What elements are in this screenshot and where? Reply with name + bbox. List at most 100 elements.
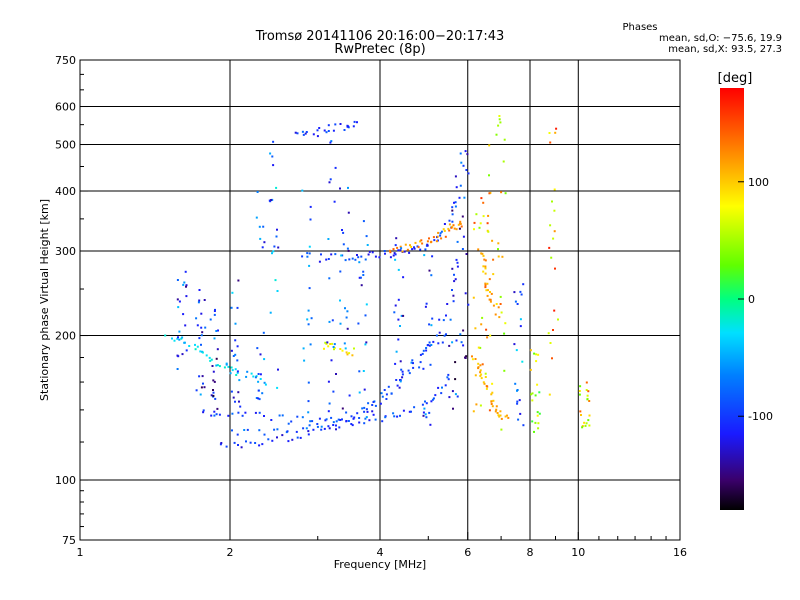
echo-point (499, 295, 502, 298)
echo-point (521, 360, 524, 363)
echo-point (482, 265, 485, 268)
echo-point (454, 361, 457, 364)
echo-point (327, 345, 330, 348)
echo-point (323, 129, 326, 132)
echo-point (475, 213, 478, 216)
echo-point (309, 343, 312, 346)
echo-point (519, 325, 522, 328)
echo-point (327, 258, 330, 260)
echo-point (332, 421, 335, 424)
echo-point (341, 407, 344, 410)
echo-point (585, 422, 588, 425)
echo-point (272, 164, 275, 167)
echo-point (198, 299, 201, 302)
echo-point (201, 375, 204, 378)
echo-point (335, 424, 337, 427)
echo-point (530, 393, 533, 396)
echo-point (462, 164, 465, 167)
echo-point (479, 371, 482, 374)
echo-point (534, 394, 537, 397)
echo-point (231, 369, 234, 372)
echo-point (455, 339, 458, 342)
echo-point (425, 347, 428, 349)
echo-point (419, 248, 422, 251)
echo-point (339, 187, 341, 190)
echo-point (551, 357, 553, 360)
echo-point (213, 380, 216, 383)
echo-point (255, 216, 258, 219)
chart-subtitle: RwPretec (8p) (334, 42, 425, 57)
echo-point (306, 255, 309, 258)
echo-point (428, 411, 431, 414)
echo-point (263, 358, 266, 361)
echo-point (194, 348, 197, 351)
echo-point (459, 152, 462, 155)
echo-point (308, 264, 311, 267)
echo-point (459, 333, 462, 336)
echo-point (474, 327, 477, 330)
echo-point (420, 239, 423, 242)
echo-point (246, 428, 249, 431)
echo-point (485, 387, 488, 390)
echo-point (254, 376, 257, 379)
echo-point (254, 442, 257, 444)
echo-point (256, 191, 259, 193)
echo-point (447, 227, 450, 230)
echo-point (447, 373, 450, 376)
echo-point (490, 400, 493, 403)
x-tick-label: 6 (464, 546, 471, 559)
echo-point (341, 229, 343, 231)
echo-point (587, 390, 590, 393)
echo-point (384, 416, 387, 419)
echo-point (480, 377, 483, 380)
echo-point (301, 130, 304, 133)
echo-point (366, 244, 369, 246)
echo-point (442, 319, 445, 322)
echo-point (199, 393, 202, 396)
colorbar-label: [deg] (718, 71, 753, 86)
echo-point (502, 160, 505, 163)
echo-point (230, 306, 233, 309)
echo-point (588, 424, 591, 427)
colorbar-ticks: 100 0 -100 (738, 176, 773, 423)
echo-point (312, 133, 315, 136)
echo-point (259, 237, 262, 240)
echo-point (438, 318, 441, 321)
echo-point (263, 415, 265, 417)
echo-point (357, 322, 360, 325)
echo-point (209, 359, 212, 362)
echo-point (399, 414, 401, 417)
echo-point (367, 402, 370, 405)
echo-point (401, 376, 404, 379)
echo-point (580, 414, 582, 416)
echo-point (316, 425, 319, 428)
echo-point (439, 232, 442, 235)
echo-point (412, 362, 414, 365)
echo-point (381, 420, 384, 423)
echo-point (173, 339, 176, 342)
echo-point (365, 341, 368, 344)
echo-point (464, 292, 467, 295)
echo-point (387, 385, 390, 388)
echo-point (416, 245, 419, 248)
echo-point (547, 332, 550, 335)
echo-point (164, 334, 167, 337)
echo-point (443, 334, 446, 337)
echo-point (364, 417, 367, 420)
echo-point (454, 175, 457, 178)
echo-point (490, 393, 493, 396)
echo-point (473, 228, 475, 231)
echo-point (399, 249, 402, 252)
echo-point (441, 386, 443, 389)
echo-point (362, 270, 365, 273)
echo-point (473, 221, 476, 224)
echo-point (479, 364, 482, 367)
echo-point (275, 235, 278, 238)
echo-point (482, 215, 485, 218)
echo-point (399, 325, 401, 327)
echo-point (257, 380, 260, 383)
echo-point (195, 317, 198, 320)
echo-point (453, 227, 456, 230)
echo-point (464, 357, 467, 359)
echo-point (348, 352, 351, 355)
